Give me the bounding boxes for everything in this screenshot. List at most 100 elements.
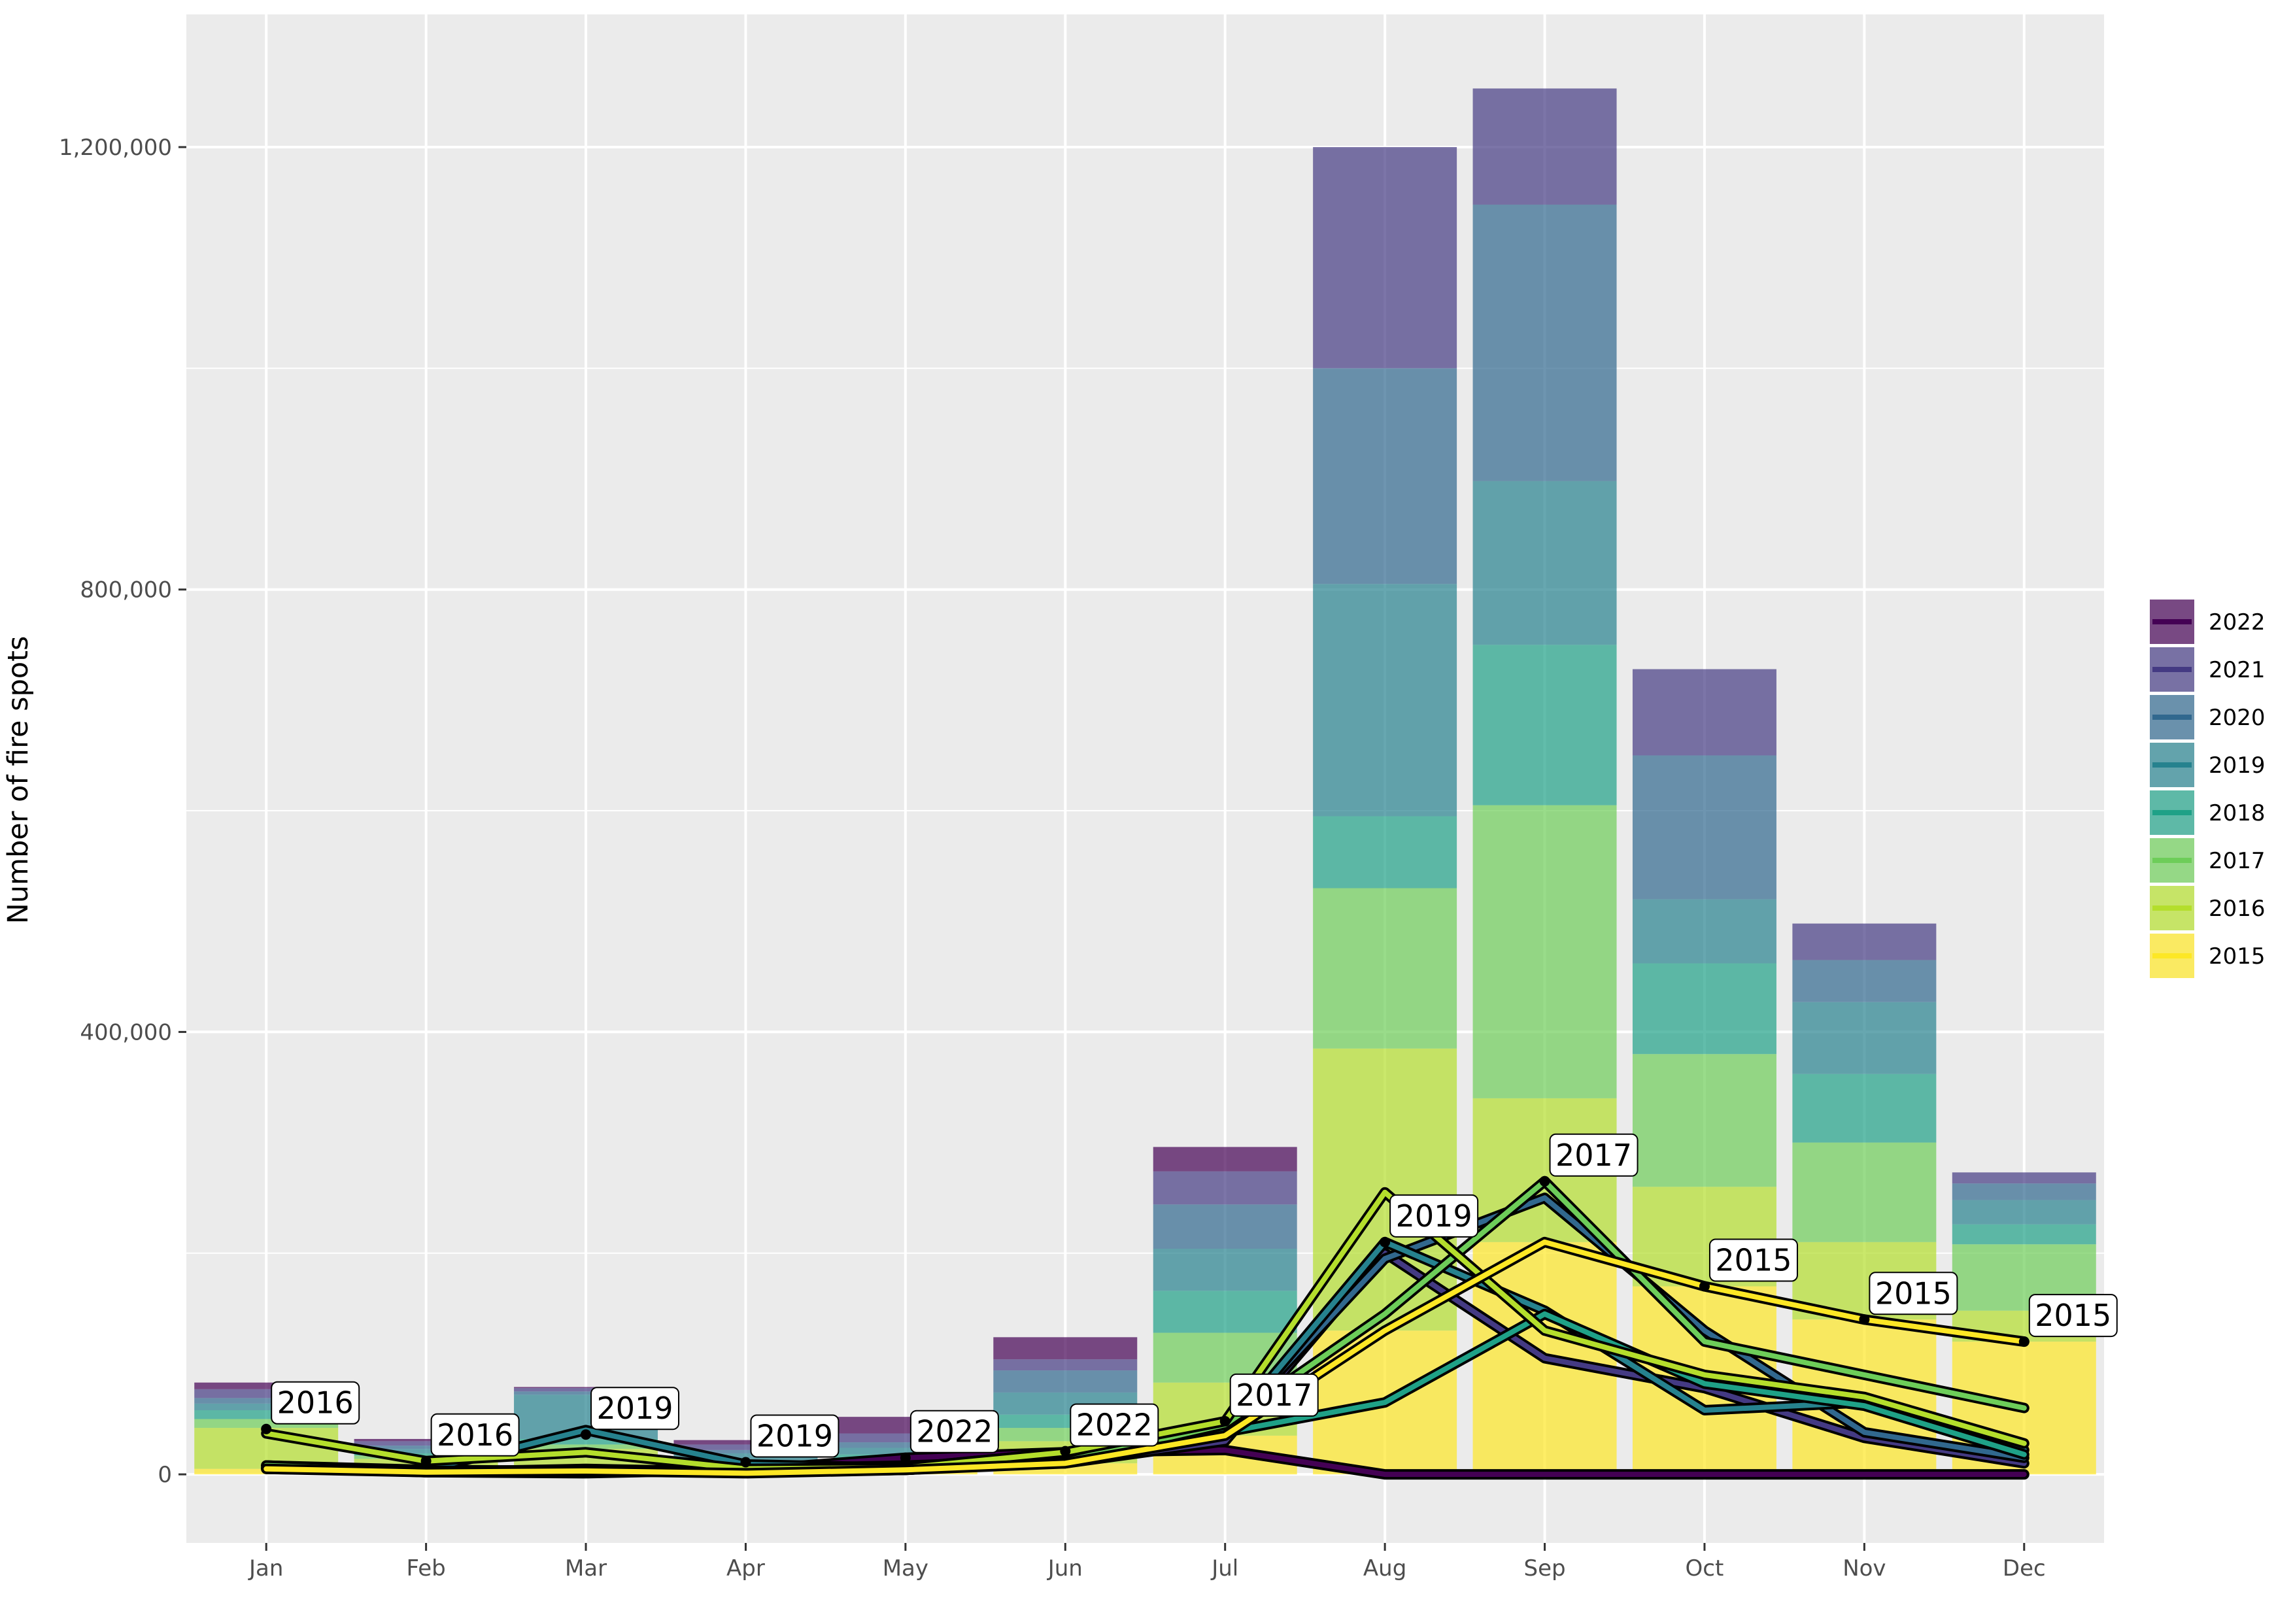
bar-segment-aug-2020: [1313, 368, 1457, 584]
peak-label-text: 2019: [1396, 1198, 1472, 1234]
bar-segment-dec-2020: [1952, 1183, 2096, 1200]
x-tick-label-nov: Nov: [1843, 1555, 1886, 1582]
bar-segment-feb-2020: [354, 1446, 498, 1449]
bar-segment-mar-2022: [514, 1387, 658, 1389]
bar-segment-jan-2019: [194, 1403, 339, 1410]
x-tick-label-aug: Aug: [1363, 1555, 1406, 1582]
peak-label-mar: 2019: [590, 1387, 680, 1430]
bar-segment-jul-2018: [1153, 1291, 1297, 1333]
bar-segment-may-2019: [833, 1447, 977, 1455]
bar-segment-aug-2018: [1313, 816, 1457, 888]
peak-label-oct: 2015: [1708, 1238, 1798, 1282]
peak-points: [261, 1176, 2030, 1468]
peak-point-may: [900, 1452, 911, 1463]
x-tick-label-apr: Apr: [726, 1555, 765, 1582]
peak-label-jun: 2022: [1070, 1403, 1159, 1447]
legend-label: 2019: [2209, 753, 2266, 779]
legend-label: 2017: [2209, 848, 2266, 874]
bar-segment-feb-2018: [354, 1453, 498, 1456]
legend-item-2019: 2019: [2150, 743, 2266, 787]
bar-segment-sep-2018: [1472, 645, 1617, 805]
bar-segment-dec-2021: [1952, 1172, 2096, 1184]
peak-label-text: 2022: [916, 1414, 993, 1449]
peak-point-jan: [261, 1423, 272, 1434]
bar-segment-aug-2019: [1313, 584, 1457, 817]
y-tick-label: 800,000: [80, 577, 172, 603]
bar-segment-oct-2021: [1632, 669, 1776, 756]
x-tick-label-feb: Feb: [407, 1555, 446, 1582]
bar-segment-jul-2021: [1153, 1171, 1297, 1205]
peak-point-mar: [581, 1429, 592, 1440]
legend-item-2022: 2022: [2150, 600, 2266, 644]
stacked-bars: [194, 88, 2096, 1475]
bar-segment-apr-2022: [673, 1440, 818, 1445]
bar-segment-aug-2021: [1313, 147, 1457, 369]
peak-label-box: [1549, 1133, 1639, 1177]
peak-label-feb: 2016: [430, 1413, 520, 1457]
legend-label: 2018: [2209, 800, 2266, 826]
peak-point-apr: [740, 1457, 751, 1468]
peak-label-text: 2015: [1715, 1243, 1792, 1278]
peak-point-jul: [1219, 1415, 1231, 1427]
line-2015: [263, 1239, 2027, 1476]
bar-segment-oct-2018: [1632, 963, 1776, 1055]
peak-point-nov: [1859, 1314, 1870, 1325]
bar-segment-dec-2018: [1952, 1224, 2096, 1245]
y-axis: 0 400,000 800,000 1,200,000: [59, 135, 186, 1488]
legend-item-2017: 2017: [2150, 838, 2266, 883]
bar-segment-sep-2019: [1472, 481, 1617, 645]
peak-label-text: 2016: [437, 1417, 513, 1453]
peak-label-sep: 2017: [1549, 1133, 1639, 1177]
x-tick-label-dec: Dec: [2003, 1555, 2046, 1582]
x-tick-label-jul: Jul: [1210, 1555, 1238, 1582]
peak-label-box: [1389, 1194, 1479, 1238]
peak-label-dec: 2015: [2028, 1294, 2118, 1338]
peak-point-sep: [1539, 1176, 1550, 1187]
peak-label-box: [590, 1387, 680, 1430]
legend-item-2021: 2021: [2150, 647, 2266, 692]
y-tick-label: 1,200,000: [59, 135, 172, 161]
x-tick-label-mar: Mar: [565, 1555, 607, 1582]
peak-label-aug: 2019: [1389, 1194, 1479, 1238]
bar-segment-feb-2022: [354, 1438, 498, 1442]
peak-label-text: 2016: [277, 1385, 354, 1421]
legend-label: 2016: [2209, 896, 2266, 922]
bar-segment-dec-2019: [1952, 1200, 2096, 1225]
peak-label-box: [2028, 1294, 2118, 1338]
bar-segment-mar-2018: [514, 1438, 658, 1445]
plot-panel: [186, 14, 2104, 1543]
bar-segment-nov-2019: [1792, 1002, 1937, 1074]
peak-label-box: [271, 1381, 360, 1425]
bar-segment-jul-2020: [1153, 1204, 1297, 1249]
bar-segment-sep-2021: [1472, 88, 1617, 205]
x-tick-label-jun: Jun: [1047, 1555, 1083, 1582]
bar-segment-jul-2019: [1153, 1248, 1297, 1291]
peak-point-oct: [1699, 1281, 1710, 1292]
bar-segment-sep-2020: [1472, 204, 1617, 481]
peak-label-box: [750, 1414, 840, 1458]
peak-label-box: [1229, 1373, 1319, 1417]
legend-item-2016: 2016: [2150, 886, 2266, 930]
peak-label-jan: 2016: [271, 1381, 360, 1425]
bar-segment-jan-2020: [194, 1398, 339, 1404]
legend: 2022 2021 2020 2019 2018 2017 2016 2015: [2150, 600, 2266, 978]
peak-label-box: [430, 1413, 520, 1457]
peak-label-may: 2022: [909, 1410, 999, 1453]
legend-label: 2015: [2209, 943, 2266, 970]
x-tick-label-may: May: [883, 1555, 928, 1582]
x-tick-label-jan: Jan: [248, 1555, 283, 1582]
bar-segment-aug-2017: [1313, 888, 1457, 1049]
peak-label-apr: 2019: [750, 1414, 840, 1458]
y-axis-title: Number of fire spots: [2, 636, 35, 924]
x-tick-label-sep: Sep: [1523, 1555, 1565, 1582]
peak-point-dec: [2018, 1336, 2030, 1347]
y-tick-label: 0: [158, 1462, 172, 1488]
bar-segment-oct-2019: [1632, 899, 1776, 964]
bar-segment-oct-2017: [1632, 1054, 1776, 1187]
bar-segment-jun-2022: [993, 1337, 1138, 1360]
bar-segment-feb-2019: [354, 1449, 498, 1453]
bar-segment-jul-2022: [1153, 1147, 1297, 1172]
peak-label-text: 2022: [1076, 1408, 1153, 1443]
bar-segment-apr-2021: [673, 1444, 818, 1450]
